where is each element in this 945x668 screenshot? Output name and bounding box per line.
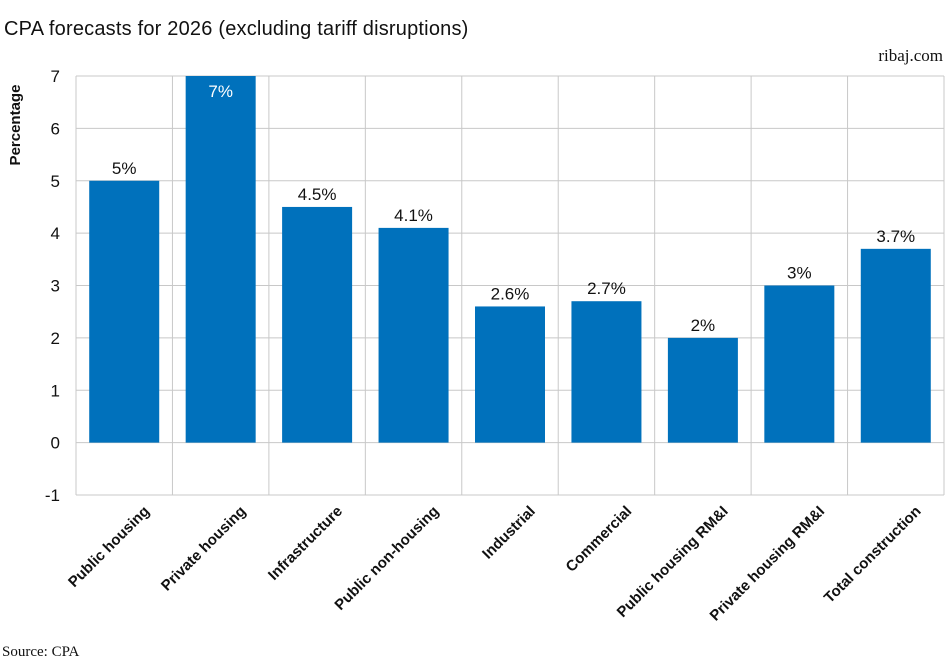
value-label: 5% <box>112 159 137 178</box>
x-tick-label: Industrial <box>479 503 539 563</box>
value-label: 4.1% <box>394 206 433 225</box>
y-tick-label: 5 <box>51 172 60 191</box>
value-label: 3.7% <box>876 227 915 246</box>
value-label: 2.6% <box>491 284 530 303</box>
value-labels: 5% 7% 4.5% 4.1% 2.6% 2.7% 2% 3% 3.7% <box>112 82 915 335</box>
y-tick-label: 6 <box>51 119 60 138</box>
value-label: 2.7% <box>587 279 626 298</box>
y-tick-label: -1 <box>45 486 60 505</box>
bar <box>378 227 449 443</box>
bar <box>475 306 545 443</box>
bar <box>667 337 738 443</box>
x-tick-label: Commercial <box>563 503 636 576</box>
bar <box>571 301 642 443</box>
y-axis-label: Percentage <box>7 85 24 166</box>
x-tick-label: Private housing <box>158 503 250 595</box>
bar <box>764 285 835 443</box>
value-label: 4.5% <box>298 185 337 204</box>
x-tick-label: Infrastructure <box>265 503 346 584</box>
brand-label: ribaj.com <box>878 46 943 65</box>
source-note: Source: CPA <box>2 644 80 660</box>
y-tick-label: 1 <box>51 381 60 400</box>
y-tick-label: 2 <box>51 329 60 348</box>
y-tick-label: 3 <box>51 277 60 296</box>
value-label: 2% <box>691 316 716 335</box>
bar <box>860 248 931 443</box>
y-tick-labels: -1 0 1 2 3 4 5 6 7 <box>45 67 60 505</box>
bar <box>282 206 353 443</box>
bar <box>89 180 160 443</box>
bars <box>89 76 931 443</box>
x-tick-label: Public housing <box>65 503 153 591</box>
bar <box>185 76 256 443</box>
value-label: 7% <box>208 82 233 101</box>
y-tick-label: 4 <box>51 224 60 243</box>
y-tick-label: 7 <box>51 67 60 86</box>
x-tick-labels: Public housing Private housing Infrastruct… <box>65 503 925 625</box>
x-tick-label: Total construction <box>821 503 925 607</box>
value-label: 3% <box>787 264 812 283</box>
x-tick-label: Public housing RM&I <box>614 503 732 621</box>
y-tick-label: 0 <box>51 434 60 453</box>
chart-title: CPA forecasts for 2026 (excluding tariff… <box>4 18 469 40</box>
x-tick-label: Public non-housing <box>331 503 442 614</box>
